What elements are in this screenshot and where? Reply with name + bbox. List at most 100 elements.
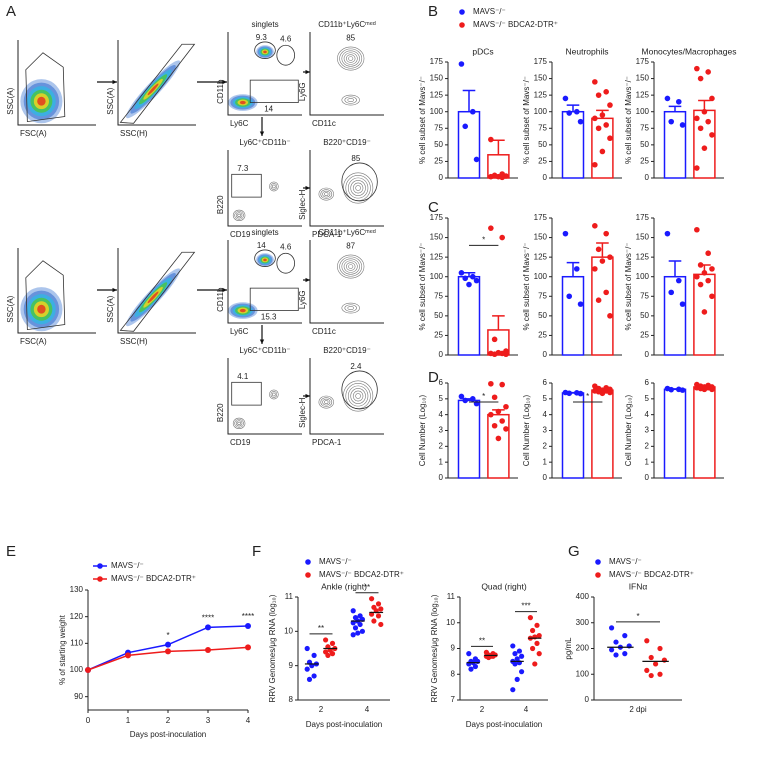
y-tick-label: 25 bbox=[434, 331, 443, 340]
data-point bbox=[709, 96, 715, 102]
y-tick-label: 25 bbox=[434, 157, 443, 166]
legend-label: MAVS⁻/⁻ bbox=[473, 7, 506, 16]
y-tick-label: 110 bbox=[70, 638, 83, 647]
data-point bbox=[492, 351, 498, 357]
data-point bbox=[205, 624, 211, 630]
contour bbox=[324, 193, 328, 196]
data-point bbox=[649, 673, 654, 678]
plot-frame bbox=[228, 358, 302, 434]
y-axis-label: Siglec-H bbox=[298, 189, 307, 219]
significance: **** bbox=[202, 613, 214, 622]
data-point bbox=[600, 390, 606, 396]
x-axis-label: CD19 bbox=[230, 230, 251, 239]
data-point bbox=[376, 613, 381, 618]
contour bbox=[346, 383, 371, 408]
y-tick-label: 0 bbox=[645, 173, 650, 182]
data-point bbox=[466, 282, 472, 288]
y-tick-label: 0 bbox=[543, 173, 548, 182]
y-tick-label: 200 bbox=[576, 644, 590, 653]
bar bbox=[665, 112, 686, 178]
contour bbox=[340, 257, 362, 276]
contour bbox=[346, 55, 355, 63]
y-tick-label: 0 bbox=[439, 350, 444, 359]
data-point bbox=[503, 404, 509, 410]
gate bbox=[250, 288, 298, 310]
data-point bbox=[592, 79, 598, 85]
significance: * bbox=[482, 236, 485, 245]
data-point bbox=[596, 297, 602, 303]
y-axis-label: Siglec-H bbox=[298, 397, 307, 427]
data-point bbox=[376, 601, 381, 606]
data-point bbox=[330, 651, 335, 656]
y-tick-label: 125 bbox=[636, 252, 650, 261]
panel-label: B bbox=[428, 3, 438, 20]
data-point bbox=[330, 641, 335, 646]
data-point bbox=[600, 258, 606, 264]
contour bbox=[324, 401, 328, 404]
y-axis-label: % cell subset of Mavs⁻/⁻ bbox=[624, 242, 633, 330]
data-point bbox=[307, 677, 312, 682]
data-point bbox=[603, 122, 609, 128]
gate-label: 4.6 bbox=[280, 35, 292, 44]
data-point bbox=[592, 162, 598, 168]
data-point bbox=[462, 123, 468, 129]
data-point bbox=[607, 135, 613, 141]
data-point bbox=[519, 654, 524, 659]
y-axis-label: Ly6G bbox=[298, 290, 307, 309]
data-point bbox=[702, 309, 708, 315]
legend-label: MAVS⁻/⁻ BDCA2-DTR⁺ bbox=[609, 570, 694, 579]
contour bbox=[236, 213, 242, 218]
y-tick-label: 3 bbox=[543, 426, 548, 435]
data-point bbox=[698, 76, 704, 82]
data-point bbox=[360, 629, 365, 634]
y-tick-label: 175 bbox=[636, 213, 650, 222]
y-tick-label: 75 bbox=[538, 123, 547, 132]
y-tick-label: 75 bbox=[640, 291, 649, 300]
data-point bbox=[709, 387, 715, 393]
data-point bbox=[517, 648, 522, 653]
gate-label: 85 bbox=[351, 154, 360, 163]
data-point bbox=[466, 651, 471, 656]
contour bbox=[345, 97, 357, 104]
gate-label: 87 bbox=[346, 242, 355, 251]
y-axis-label: % cell subset of Mavs⁻/⁻ bbox=[522, 76, 531, 164]
y-tick-label: 50 bbox=[538, 311, 547, 320]
data-point bbox=[644, 668, 649, 673]
data-point bbox=[488, 225, 494, 231]
data-point bbox=[499, 175, 505, 181]
y-tick-label: 150 bbox=[430, 74, 444, 83]
bar bbox=[665, 277, 686, 355]
x-tick-label: 2 bbox=[480, 705, 485, 714]
plot-title: CD11b⁺Ly6Cᵐᵉᵈ bbox=[318, 228, 375, 237]
gate-label: 7.3 bbox=[237, 164, 249, 173]
data-point bbox=[534, 641, 539, 646]
data-point bbox=[709, 293, 715, 299]
data-point bbox=[510, 643, 515, 648]
arrow-head bbox=[260, 131, 264, 136]
gate bbox=[277, 45, 295, 65]
y-tick-label: 100 bbox=[636, 272, 650, 281]
contour bbox=[238, 214, 241, 217]
data-point bbox=[592, 223, 598, 229]
x-tick-label: 2 bbox=[166, 716, 171, 725]
gate bbox=[232, 382, 262, 405]
bar bbox=[592, 118, 613, 178]
data-point bbox=[596, 125, 602, 131]
data-point bbox=[305, 646, 310, 651]
gate-label: 2.4 bbox=[350, 362, 362, 371]
y-tick-label: 6 bbox=[543, 378, 548, 387]
contour bbox=[238, 422, 241, 425]
y-axis-label: % cell subset of Mavs⁻/⁻ bbox=[418, 242, 427, 330]
data-point bbox=[698, 282, 704, 288]
data-point bbox=[353, 625, 358, 630]
data-point bbox=[566, 110, 572, 116]
gate-label: 15.3 bbox=[261, 312, 277, 321]
y-axis-label: % cell subset of Mavs⁻/⁻ bbox=[418, 76, 427, 164]
data-point bbox=[676, 278, 682, 284]
data-point bbox=[668, 119, 674, 125]
legend-label: MAVS⁻/⁻ bbox=[609, 557, 642, 566]
y-axis-label: Cell Number (Log₁₀) bbox=[624, 394, 633, 466]
data-point bbox=[503, 426, 509, 432]
y-axis-label: B220 bbox=[216, 195, 225, 214]
